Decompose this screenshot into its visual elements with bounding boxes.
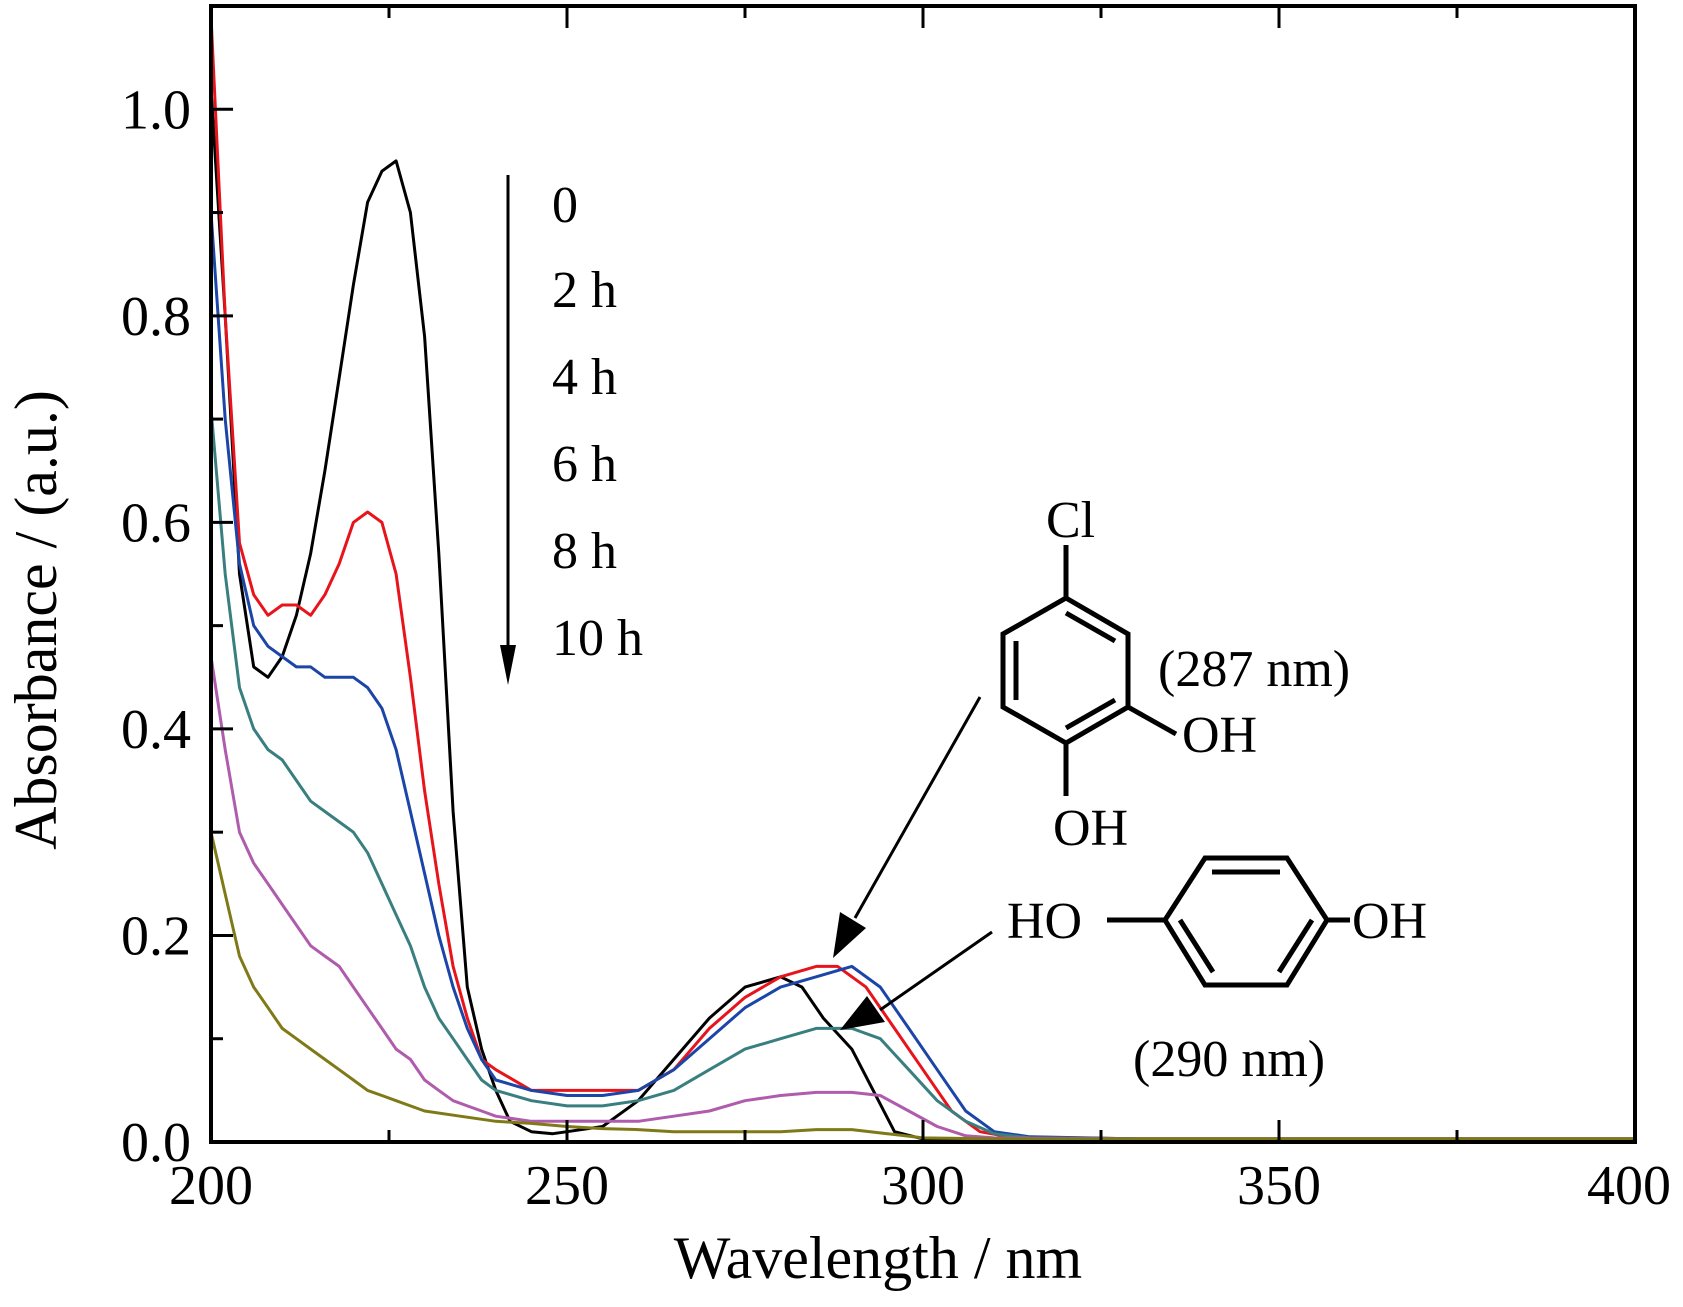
ring-2-inner-bond-b xyxy=(1276,918,1315,974)
ho-label: HO xyxy=(1007,893,1082,950)
y-tick-label: 1.0 xyxy=(121,79,191,141)
x-tick-label: 350 xyxy=(1237,1155,1321,1217)
legend: 0 2 h 4 h 6 h 8 h 10 h xyxy=(500,175,643,685)
series-layer xyxy=(209,16,1635,1141)
oh-hq-label: OH xyxy=(1352,893,1427,950)
legend-label-6h: 6 h xyxy=(552,436,617,493)
legend-label-0: 0 xyxy=(552,177,578,234)
legend-arrow-head xyxy=(500,645,516,685)
arrow-to-290-head xyxy=(840,996,885,1030)
x-axis-title: Wavelength / nm xyxy=(674,1225,1082,1291)
series-line-5 xyxy=(209,831,1635,1141)
oh-bottom-label: OH xyxy=(1053,800,1128,857)
series-line-2 xyxy=(209,212,1635,1141)
series-line-3 xyxy=(209,408,1635,1141)
ring-1-inner-bond-a xyxy=(1064,610,1117,644)
wavelength-290-label: (290 nm) xyxy=(1133,1031,1325,1088)
oh-right-bond xyxy=(1126,704,1178,737)
legend-label-4h: 4 h xyxy=(552,349,617,406)
plot-frame xyxy=(209,4,1637,1144)
y-tick-label: 0.6 xyxy=(121,492,191,554)
y-tick-label: 0.2 xyxy=(121,905,191,967)
y-tick-label: 0.4 xyxy=(121,699,191,761)
cl-label: Cl xyxy=(1046,492,1095,549)
wavelength-287-label: (287 nm) xyxy=(1158,641,1350,698)
x-tick-label: 300 xyxy=(881,1155,965,1217)
arrow-to-287-head xyxy=(833,912,866,958)
series-line-1 xyxy=(209,16,1635,1141)
pointer-arrows xyxy=(833,696,993,1030)
hydroquinone-structure xyxy=(1107,855,1350,988)
arrow-to-290-shaft xyxy=(879,930,993,1012)
legend-label-10h: 10 h xyxy=(552,610,643,667)
chlorocatechol-structure xyxy=(1000,545,1178,796)
y-tick-label: 0.8 xyxy=(121,286,191,348)
y-axis-title: Absorbance / (a.u.) xyxy=(3,390,69,850)
x-tick-label: 400 xyxy=(1587,1155,1671,1217)
legend-label-2h: 2 h xyxy=(552,262,617,319)
benzene-ring-2 xyxy=(1162,855,1330,988)
legend-label-8h: 8 h xyxy=(552,523,617,580)
tick-layer: 200 250 300 350 400 0.0 0.2 0.4 0.6 0.8 1.0 xyxy=(121,4,1671,1217)
ring-2-inner-bond-c xyxy=(1177,918,1216,974)
series-line-4 xyxy=(209,656,1635,1141)
arrow-to-287-shaft xyxy=(853,696,982,919)
x-tick-label: 250 xyxy=(525,1155,609,1217)
oh-right-label: OH xyxy=(1182,707,1257,764)
ring-1-inner-bond-b xyxy=(1064,697,1117,731)
axes-layer xyxy=(209,4,1637,1144)
y-tick-label: 0.0 xyxy=(121,1112,191,1174)
x-tick-label: 200 xyxy=(169,1155,253,1217)
benzene-ring-1 xyxy=(1000,595,1131,746)
